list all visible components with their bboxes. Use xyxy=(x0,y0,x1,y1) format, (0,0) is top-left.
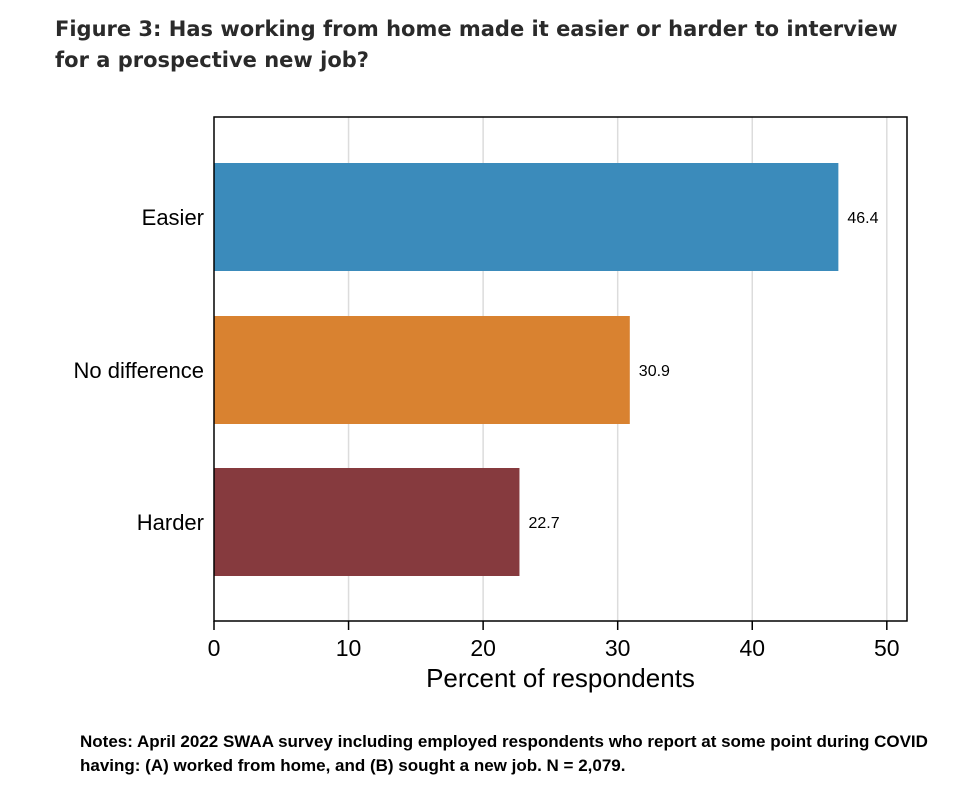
value-label: 22.7 xyxy=(528,515,559,532)
x-tick-label: 50 xyxy=(874,635,900,661)
x-tick-label: 40 xyxy=(739,635,765,661)
figure-title: Figure 3: Has working from home made it … xyxy=(55,17,898,72)
x-tick-label: 20 xyxy=(470,635,496,661)
plot-frame xyxy=(213,116,908,622)
x-axis-title: Percent of respondents xyxy=(426,663,695,693)
x-tick-label: 10 xyxy=(336,635,362,661)
x-axis: 0 10 20 30 40 50 xyxy=(208,621,900,661)
category-labels: Easier No difference Harder xyxy=(74,205,204,535)
x-tick-label: 30 xyxy=(605,635,631,661)
bars xyxy=(214,163,839,576)
bar xyxy=(214,163,839,271)
x-tick-label: 0 xyxy=(208,635,221,661)
category-label: Easier xyxy=(142,205,204,230)
category-label: Harder xyxy=(137,510,204,535)
figure-notes: Notes: April 2022 SWAA survey including … xyxy=(80,732,928,775)
value-label: 30.9 xyxy=(639,363,670,380)
category-label: No difference xyxy=(74,358,204,383)
value-label: 46.4 xyxy=(847,210,878,227)
bar xyxy=(214,468,520,576)
value-labels: 46.4 30.9 22.7 xyxy=(528,210,878,532)
bar xyxy=(214,316,630,424)
